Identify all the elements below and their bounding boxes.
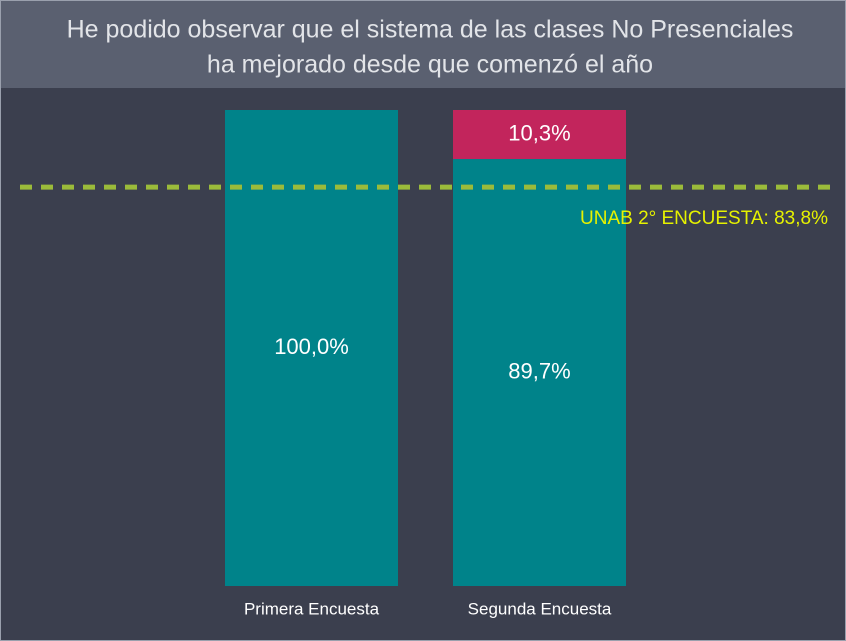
value-label: 100,0% — [274, 334, 349, 359]
x-tick-label: Segunda Encuesta — [468, 599, 612, 618]
value-label: 89,7% — [508, 358, 570, 383]
chart-title: ha mejorado desde que comenzó el año — [207, 51, 653, 79]
x-tick-label: Primera Encuesta — [244, 599, 380, 618]
bar-segment — [453, 159, 626, 586]
reference-label: UNAB 2° ENCUESTA: 83,8% — [580, 208, 828, 229]
title-band — [1, 1, 845, 88]
value-label: 10,3% — [508, 120, 570, 145]
bar-segment — [453, 110, 626, 160]
chart-title: He podido observar que el sistema de las… — [67, 16, 794, 44]
